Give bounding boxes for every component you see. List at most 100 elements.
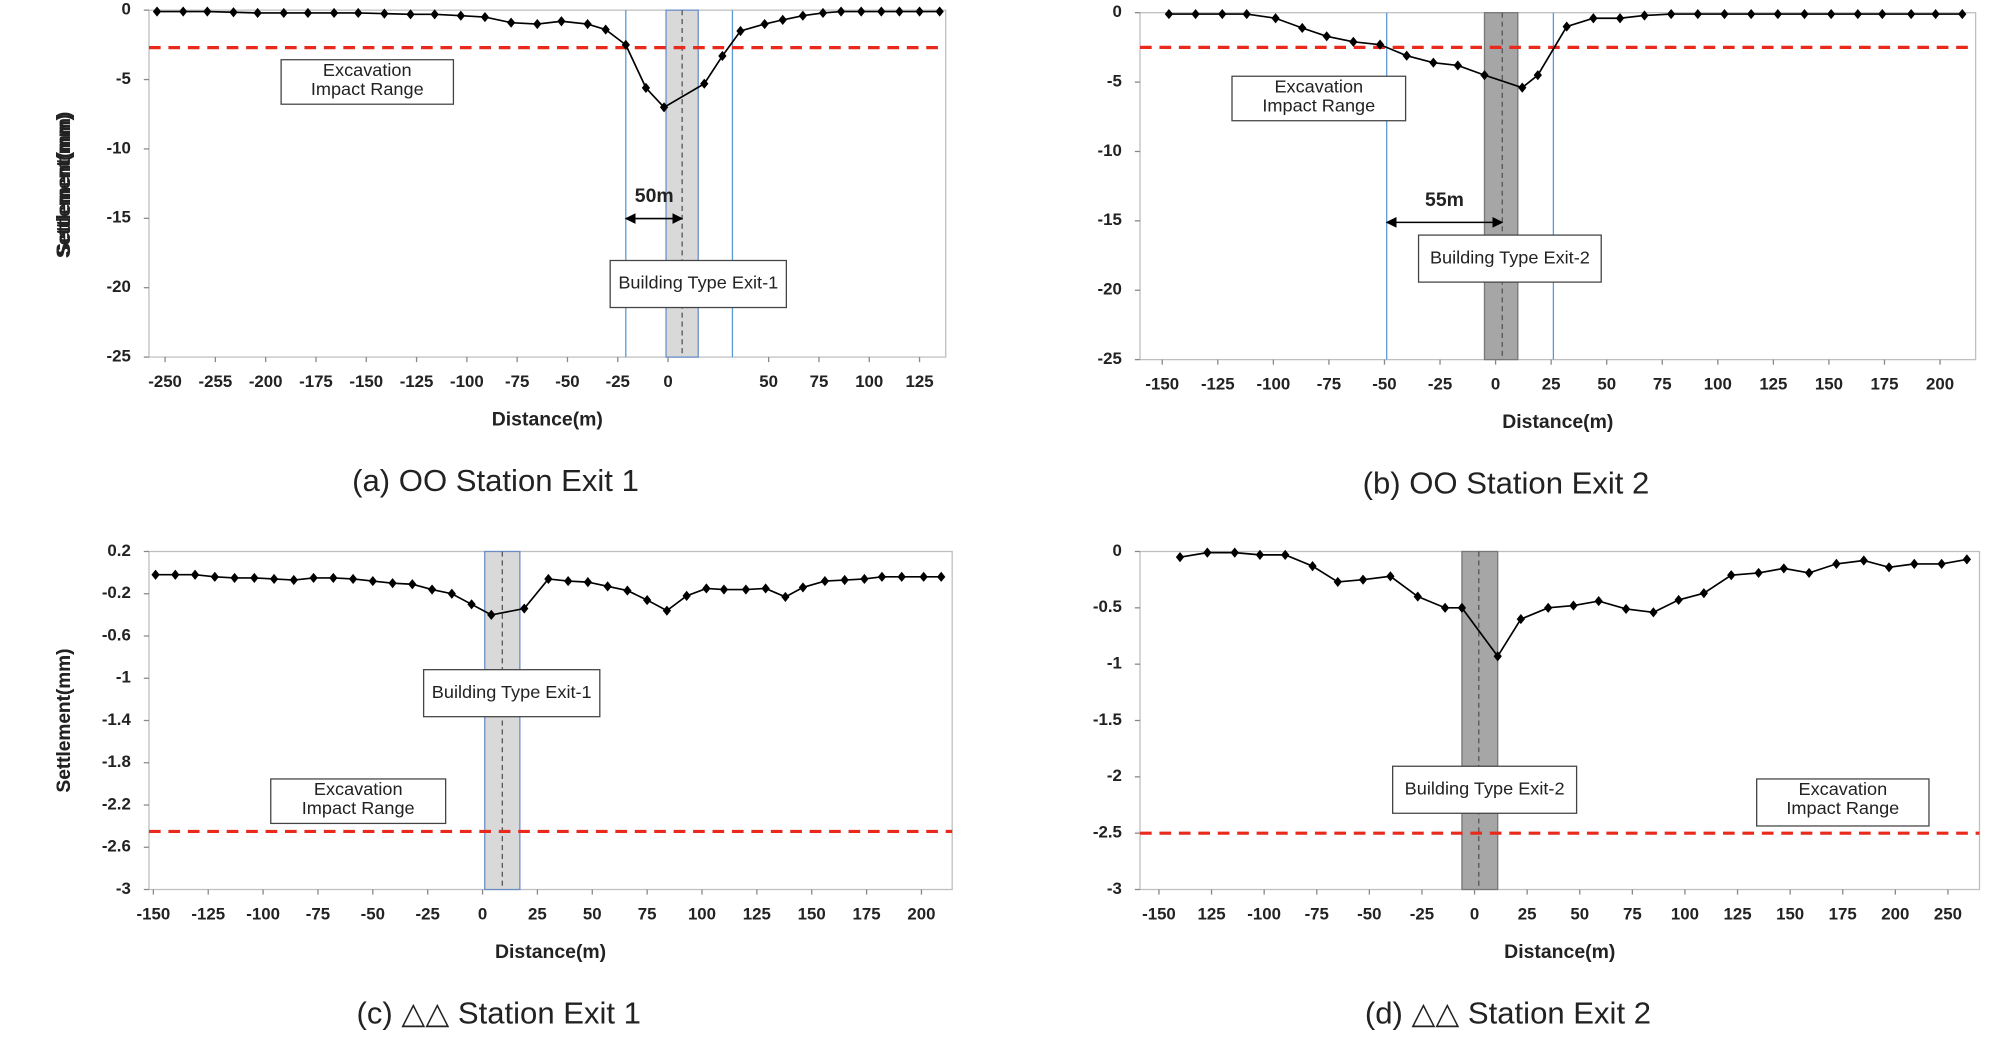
x-tick-label: 100 — [1704, 375, 1732, 394]
data-point — [1800, 9, 1809, 20]
data-point — [1747, 9, 1756, 20]
data-point — [348, 573, 358, 585]
data-point — [480, 12, 490, 23]
y-tick-label: 0 — [1113, 2, 1122, 21]
data-point — [203, 6, 212, 17]
x-axis-label: Distance(m) — [1502, 412, 1613, 433]
data-point — [557, 16, 566, 27]
x-tick-label: 75 — [1623, 904, 1642, 923]
y-tick-label: -15 — [1098, 210, 1122, 229]
data-point — [456, 10, 465, 21]
data-point — [1773, 9, 1782, 20]
y-tick-label: -5 — [1107, 72, 1122, 91]
y-tick-label: -0.2 — [102, 583, 131, 602]
building-box — [1391, 765, 1578, 814]
data-point — [467, 599, 476, 610]
y-tick-label: -20 — [1098, 280, 1122, 299]
caption: (c) △△ Station Exit 1 — [357, 996, 641, 1031]
impact-label: Impact Range — [302, 798, 415, 818]
y-tick-label: -10 — [107, 138, 131, 157]
x-tick-label: 50 — [759, 372, 778, 391]
data-point — [1271, 13, 1280, 24]
data-point — [860, 573, 869, 585]
x-tick-label: 125 — [1723, 904, 1751, 923]
x-tick-label: -125 — [1201, 375, 1235, 394]
data-point — [1242, 9, 1251, 20]
impact-label: Excavation — [1274, 77, 1363, 97]
data-point — [289, 574, 298, 586]
x-tick-label: -150 — [1142, 904, 1176, 923]
x-axis-label: Distance(m) — [1504, 942, 1615, 963]
data-point — [1640, 10, 1649, 21]
x-tick-label: 75 — [810, 372, 829, 391]
x-tick-label: -255 — [199, 372, 233, 391]
caption: (a) OO Station Exit 1 — [352, 463, 639, 498]
x-tick-label: 50 — [1570, 904, 1589, 923]
data-point — [601, 24, 610, 35]
impact-box — [1756, 778, 1930, 827]
x-tick-label: 25 — [1542, 375, 1561, 394]
chart-panel: 0-5-10-15-20-25-250 -255 -200 -175 -150 -125-… — [54, 0, 947, 498]
data-point — [303, 7, 313, 19]
data-point — [1621, 603, 1631, 615]
data-point — [935, 6, 944, 17]
data-point — [487, 609, 496, 620]
data-point — [1358, 574, 1368, 585]
y-tick-label: -10 — [1098, 141, 1122, 160]
distance-label: 55m — [1425, 190, 1464, 211]
data-point — [1878, 9, 1887, 20]
impact-label: Excavation — [314, 779, 403, 799]
impact-box — [270, 778, 447, 825]
x-tick-label: -75 — [1305, 904, 1329, 923]
impact-label: Impact Range — [1262, 96, 1375, 116]
x-tick-label: -75 — [306, 904, 330, 923]
data-point — [329, 7, 339, 19]
x-tick-label: -25 — [1410, 904, 1434, 923]
x-tick-label: 50 — [583, 904, 602, 923]
y-tick-label: -2.5 — [1093, 823, 1122, 842]
x-tick-label: 0 — [1470, 904, 1479, 923]
x-tick-label: 150 — [1776, 904, 1804, 923]
x-tick-label: 125 — [906, 372, 934, 391]
data-point — [583, 18, 592, 30]
y-tick-label: -1.5 — [1093, 710, 1122, 729]
x-tick-label: -50 — [1357, 904, 1381, 923]
data-point — [520, 603, 529, 614]
x-tick-label: 25 — [1518, 904, 1537, 923]
y-tick-label: -0.5 — [1093, 597, 1122, 616]
x-axis-label: Distance(m) — [492, 410, 603, 431]
plot-area — [1139, 550, 1981, 891]
x-tick-label: -25 — [1428, 375, 1452, 394]
x-tick-label: -100 — [1247, 904, 1281, 923]
data-point — [430, 9, 439, 20]
data-point — [269, 573, 279, 585]
data-point — [915, 6, 924, 17]
y-tick-label: -15 — [107, 208, 131, 227]
data-point — [1298, 22, 1307, 34]
x-tick-label: -25 — [416, 904, 440, 923]
data-point — [682, 590, 691, 601]
x-tick-label: -200 — [249, 372, 283, 391]
x-tick-label: 75 — [638, 904, 657, 923]
x-tick-label: 0 — [1491, 375, 1500, 394]
data-point — [1429, 57, 1438, 68]
y-tick-label: -3 — [116, 879, 131, 898]
data-point — [623, 585, 632, 596]
data-point — [1457, 602, 1467, 613]
building-band — [1461, 550, 1499, 891]
data-point — [857, 6, 866, 17]
x-tick-label: 100 — [688, 904, 716, 923]
data-point — [388, 578, 397, 589]
chart-panel: 0-5-10-15-20-25-150 -125 -100 -75 -50 -25 0 25 5… — [54, 2, 1977, 500]
data-point — [1589, 13, 1598, 24]
building-box — [1417, 234, 1602, 283]
y-tick-label: -0.6 — [102, 626, 131, 645]
y-axis-label: Settlement(mm) — [54, 649, 75, 793]
data-point — [1827, 9, 1836, 20]
x-tick-label: -250 — [148, 372, 182, 391]
data-point — [1480, 70, 1489, 81]
building-label: Building Type Exit-1 — [618, 273, 778, 293]
data-point — [1958, 9, 1967, 20]
data-point — [1907, 9, 1916, 20]
x-tick-label: 125 — [1759, 375, 1787, 394]
